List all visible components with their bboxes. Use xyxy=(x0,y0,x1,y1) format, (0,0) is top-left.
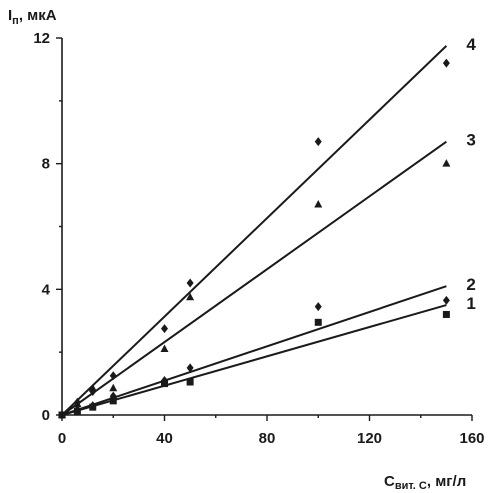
y-tick-label: 4 xyxy=(42,281,51,298)
point-series-4 xyxy=(73,397,81,407)
x-axis-title: Cвит. С, мг/л xyxy=(384,473,466,492)
point-series-3 xyxy=(314,200,323,208)
series-label-1: 1 xyxy=(466,294,475,313)
series-label-2: 2 xyxy=(466,275,475,294)
point-series-4 xyxy=(89,386,97,396)
y-tick-label: 8 xyxy=(42,156,50,173)
point-series-2 xyxy=(314,302,322,312)
point-series-2 xyxy=(161,375,168,385)
series-label-3: 3 xyxy=(466,131,475,150)
point-series-2 xyxy=(442,295,450,305)
point-series-1 xyxy=(314,318,322,326)
point-series-1 xyxy=(109,397,117,405)
point-series-2 xyxy=(109,391,117,401)
point-series-3 xyxy=(186,292,195,301)
point-series-2 xyxy=(186,363,194,373)
point-series-3 xyxy=(442,159,451,167)
point-series-2 xyxy=(73,404,81,414)
fit-line-1 xyxy=(61,304,447,416)
x-tick-label: 160 xyxy=(459,430,484,447)
point-series-4 xyxy=(58,410,66,420)
fit-lines xyxy=(61,45,448,416)
series-labels: 12 3 4 xyxy=(466,35,476,313)
y-axis-title: Iп, мкА xyxy=(8,7,57,27)
point-series-4 xyxy=(109,371,117,381)
y-tick-label: 0 xyxy=(42,407,50,424)
fit-line-2 xyxy=(61,285,447,416)
point-series-3 xyxy=(109,383,118,392)
data-points xyxy=(58,58,451,420)
fit-line-3 xyxy=(61,140,447,416)
point-series-3 xyxy=(160,344,169,353)
point-series-4 xyxy=(186,278,194,288)
point-series-1 xyxy=(442,310,450,318)
x-tick-label: 120 xyxy=(357,430,382,447)
axes xyxy=(56,37,473,421)
point-series-4 xyxy=(442,58,450,68)
point-series-4 xyxy=(314,137,322,147)
point-series-4 xyxy=(161,324,168,334)
fit-line-4 xyxy=(61,45,448,416)
x-tick-label: 80 xyxy=(259,430,276,447)
x-tick-label: 0 xyxy=(58,430,66,447)
point-series-1 xyxy=(186,378,194,386)
point-series-2 xyxy=(89,401,97,411)
x-tick-label: 40 xyxy=(156,430,173,447)
series-label-4: 4 xyxy=(466,35,476,54)
y-tick-label: 12 xyxy=(33,30,50,47)
